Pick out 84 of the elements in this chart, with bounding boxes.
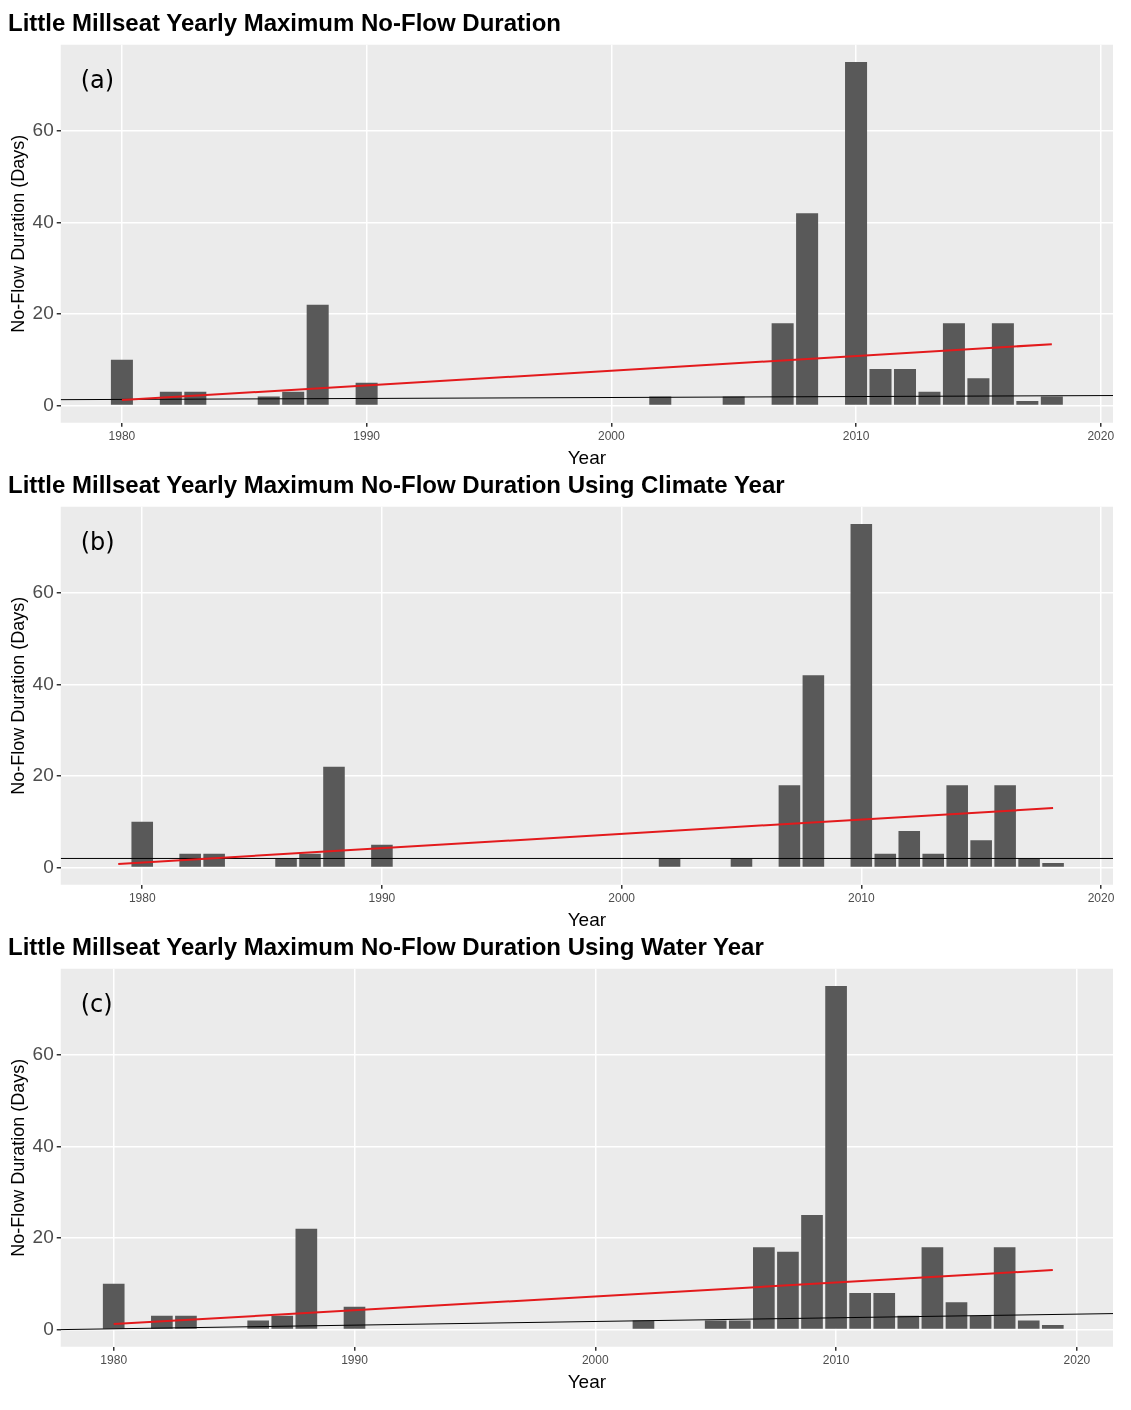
bar <box>271 1315 294 1329</box>
y-tick-label: 60 <box>32 1042 54 1064</box>
x-tick-label: 2020 <box>1063 1353 1091 1368</box>
bar <box>295 1228 318 1329</box>
chart-title: Little Millseat Yearly Maximum No-Flow Duration Using Water Year <box>8 933 764 961</box>
annotation: (a) <box>80 66 115 95</box>
bar <box>282 391 305 405</box>
bar <box>777 1251 799 1329</box>
annotation: (c) <box>80 990 113 1019</box>
x-tick-label: 2010 <box>842 429 870 444</box>
x-tick-label: 1990 <box>353 429 381 444</box>
bar <box>771 323 794 405</box>
y-tick-label: 60 <box>32 118 54 140</box>
y-axis-title: No-Flow Duration (Days) <box>7 596 28 795</box>
y-tick-label: 40 <box>32 210 54 232</box>
bar <box>850 523 873 867</box>
bar <box>110 359 133 405</box>
y-tick-label: 20 <box>32 764 54 786</box>
x-tick-label: 1980 <box>108 429 136 444</box>
bar <box>994 785 1016 867</box>
y-tick-label: 0 <box>43 1317 54 1339</box>
bar <box>299 853 321 867</box>
bar <box>306 304 329 405</box>
bar <box>1040 396 1063 405</box>
y-tick-label: 0 <box>43 393 54 415</box>
x-tick-label: 1980 <box>128 891 156 906</box>
bar <box>873 1292 896 1329</box>
chart-title: Little Millseat Yearly Maximum No-Flow Duration Using Climate Year <box>8 471 785 499</box>
bar <box>704 1320 727 1329</box>
bar <box>778 785 801 867</box>
y-tick-label: 40 <box>32 1134 54 1156</box>
bar <box>1042 863 1064 867</box>
bar <box>1016 401 1039 405</box>
bar <box>991 323 1014 405</box>
bar <box>753 1247 775 1329</box>
bar <box>893 368 917 405</box>
bar <box>796 213 819 405</box>
bar <box>825 985 847 1329</box>
y-tick-label: 20 <box>32 1226 54 1248</box>
bar <box>922 853 945 867</box>
y-axis-title: No-Flow Duration (Days) <box>7 134 28 333</box>
x-tick-label: 2000 <box>581 1353 609 1368</box>
bar <box>945 1302 968 1329</box>
chart-title: Little Millseat Yearly Maximum No-Flow Duration <box>8 9 561 37</box>
bar <box>869 368 892 405</box>
y-tick-label: 0 <box>43 855 54 877</box>
y-tick-label: 60 <box>32 580 54 602</box>
x-tick-label: 2020 <box>1087 891 1115 906</box>
bar <box>874 853 897 867</box>
bar <box>323 766 345 867</box>
bar <box>897 1315 920 1329</box>
bar <box>1017 1320 1040 1329</box>
x-tick-label: 1990 <box>368 891 396 906</box>
bar <box>967 378 990 405</box>
x-axis-title: Year <box>567 1370 607 1392</box>
x-tick-label: 2010 <box>847 891 875 906</box>
bar <box>1041 1325 1064 1329</box>
bar <box>849 1292 871 1329</box>
bar <box>728 1320 751 1329</box>
x-tick-label: 2020 <box>1087 429 1115 444</box>
bar <box>102 1283 125 1329</box>
bar <box>898 830 921 867</box>
bar <box>131 821 154 867</box>
y-tick-label: 20 <box>32 302 54 324</box>
x-tick-label: 2010 <box>822 1353 850 1368</box>
annotation: (b) <box>80 528 115 557</box>
bar <box>918 391 941 405</box>
x-tick-label: 1990 <box>341 1353 369 1368</box>
bar <box>970 840 992 867</box>
bar <box>942 323 965 405</box>
x-tick-label: 2000 <box>597 429 626 444</box>
bar <box>946 785 968 867</box>
x-tick-label: 2000 <box>608 891 636 906</box>
bar <box>921 1247 944 1329</box>
bar <box>801 1215 823 1329</box>
bar <box>845 61 868 405</box>
x-axis-title: Year <box>567 908 607 930</box>
x-tick-label: 1980 <box>100 1353 128 1368</box>
y-tick-label: 40 <box>32 672 54 694</box>
bar <box>993 1247 1016 1329</box>
bar <box>969 1315 992 1329</box>
x-axis-title: Year <box>567 446 607 468</box>
y-axis-title: No-Flow Duration (Days) <box>7 1058 28 1257</box>
bar <box>802 675 825 867</box>
